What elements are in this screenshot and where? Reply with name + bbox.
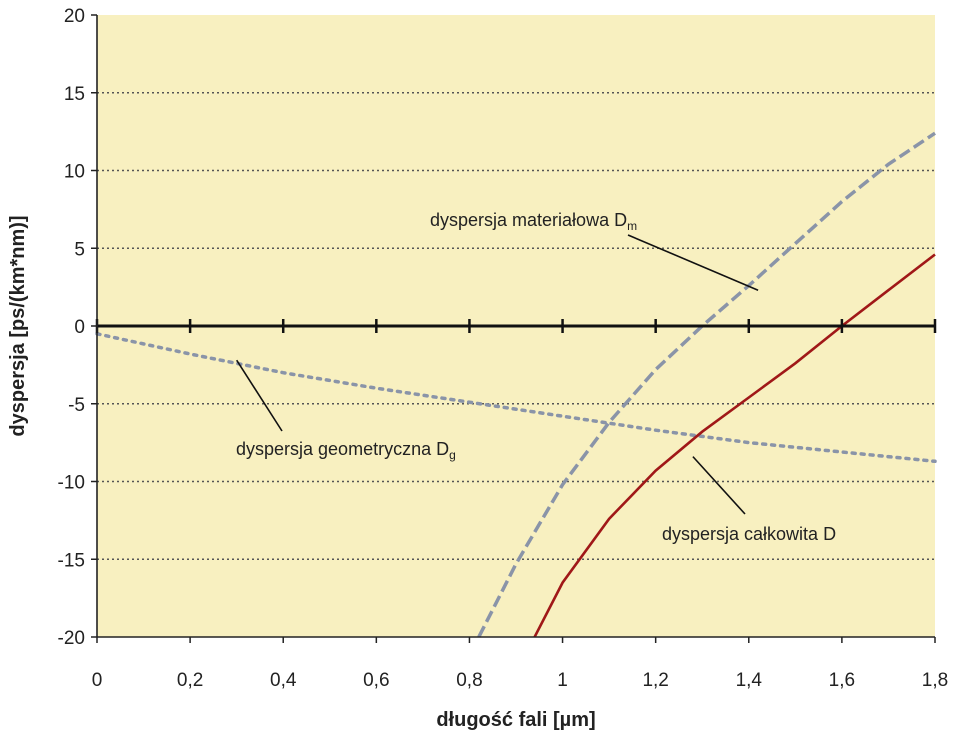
annotation-label-2: dyspersja całkowita D (662, 524, 836, 544)
x-tick-label: 1 (557, 670, 568, 691)
series-line-1 (95, 332, 937, 464)
y-tick-label: 10 (64, 162, 85, 183)
y-tick-label: -15 (58, 550, 85, 571)
annotation-leader-2 (692, 456, 746, 515)
y-tick-label: -10 (58, 473, 85, 494)
x-tick-label: 1,8 (922, 670, 948, 691)
x-tick-label: 1,6 (829, 670, 855, 691)
x-tick-label: 0,6 (363, 670, 389, 691)
annotations: dyspersja materiałowa Dm dyspersja geomet… (235, 210, 836, 544)
annotation-subscript: g (449, 448, 456, 462)
x-tick-label: 0 (92, 670, 103, 691)
series-line-2 (533, 253, 936, 638)
axes: 20 15 10 5 0 -5 -10 -15 -20 0 0,2 0,4 0,6 0,8 1 1,2 1,4 1… (58, 6, 949, 691)
annotation-leader-1 (235, 359, 283, 432)
x-tick-label: 1,2 (642, 670, 668, 691)
x-tick-label: 0,4 (270, 670, 297, 691)
annotation-label-1: dyspersja geometryczna Dg (236, 439, 456, 462)
y-tick-label: 5 (74, 239, 85, 260)
zero-axis (95, 319, 937, 333)
x-tick-label: 0,8 (456, 670, 482, 691)
annotation-leader-0 (627, 234, 759, 291)
y-tick-label: 0 (74, 317, 85, 338)
annotation-label-0: dyspersja materiałowa Dm (430, 210, 637, 233)
annotation-subscript: m (627, 219, 637, 233)
x-tick-label: 1,4 (736, 670, 763, 691)
y-axis-title: dyspersja [ps/(km*nm)] (7, 215, 29, 436)
y-tick-label: 15 (64, 84, 85, 105)
x-tick-label: 0,2 (177, 670, 203, 691)
x-axis-title: długość fali [µm] (436, 709, 595, 731)
y-tick-label: -5 (68, 395, 85, 416)
y-tick-label: 20 (64, 6, 85, 27)
y-tick-label: -20 (58, 628, 85, 649)
